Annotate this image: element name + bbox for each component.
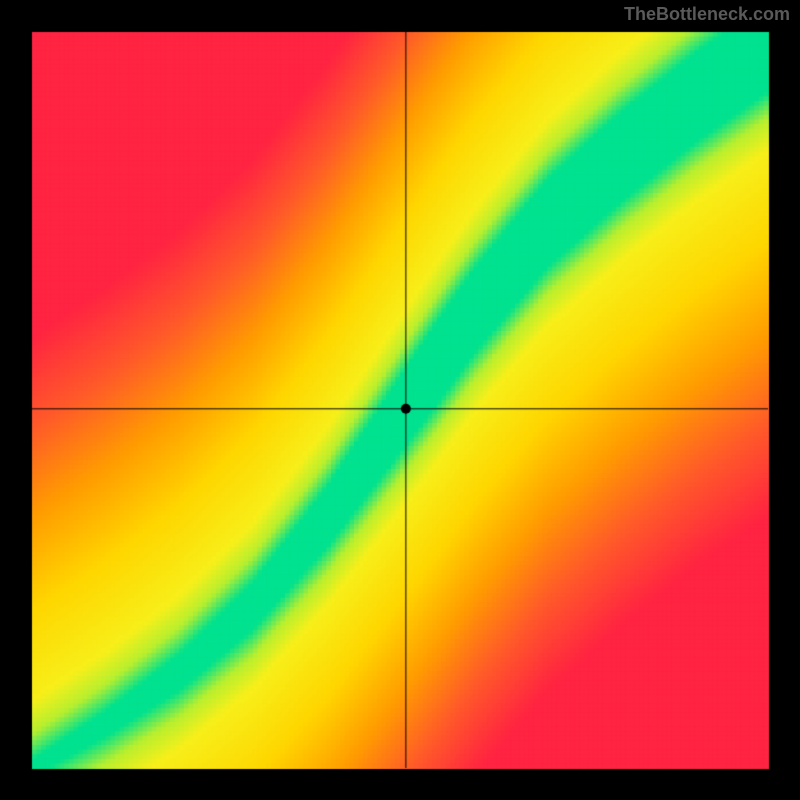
chart-container: TheBottleneck.com	[0, 0, 800, 800]
heatmap-canvas	[0, 0, 800, 800]
watermark-text: TheBottleneck.com	[624, 4, 790, 25]
